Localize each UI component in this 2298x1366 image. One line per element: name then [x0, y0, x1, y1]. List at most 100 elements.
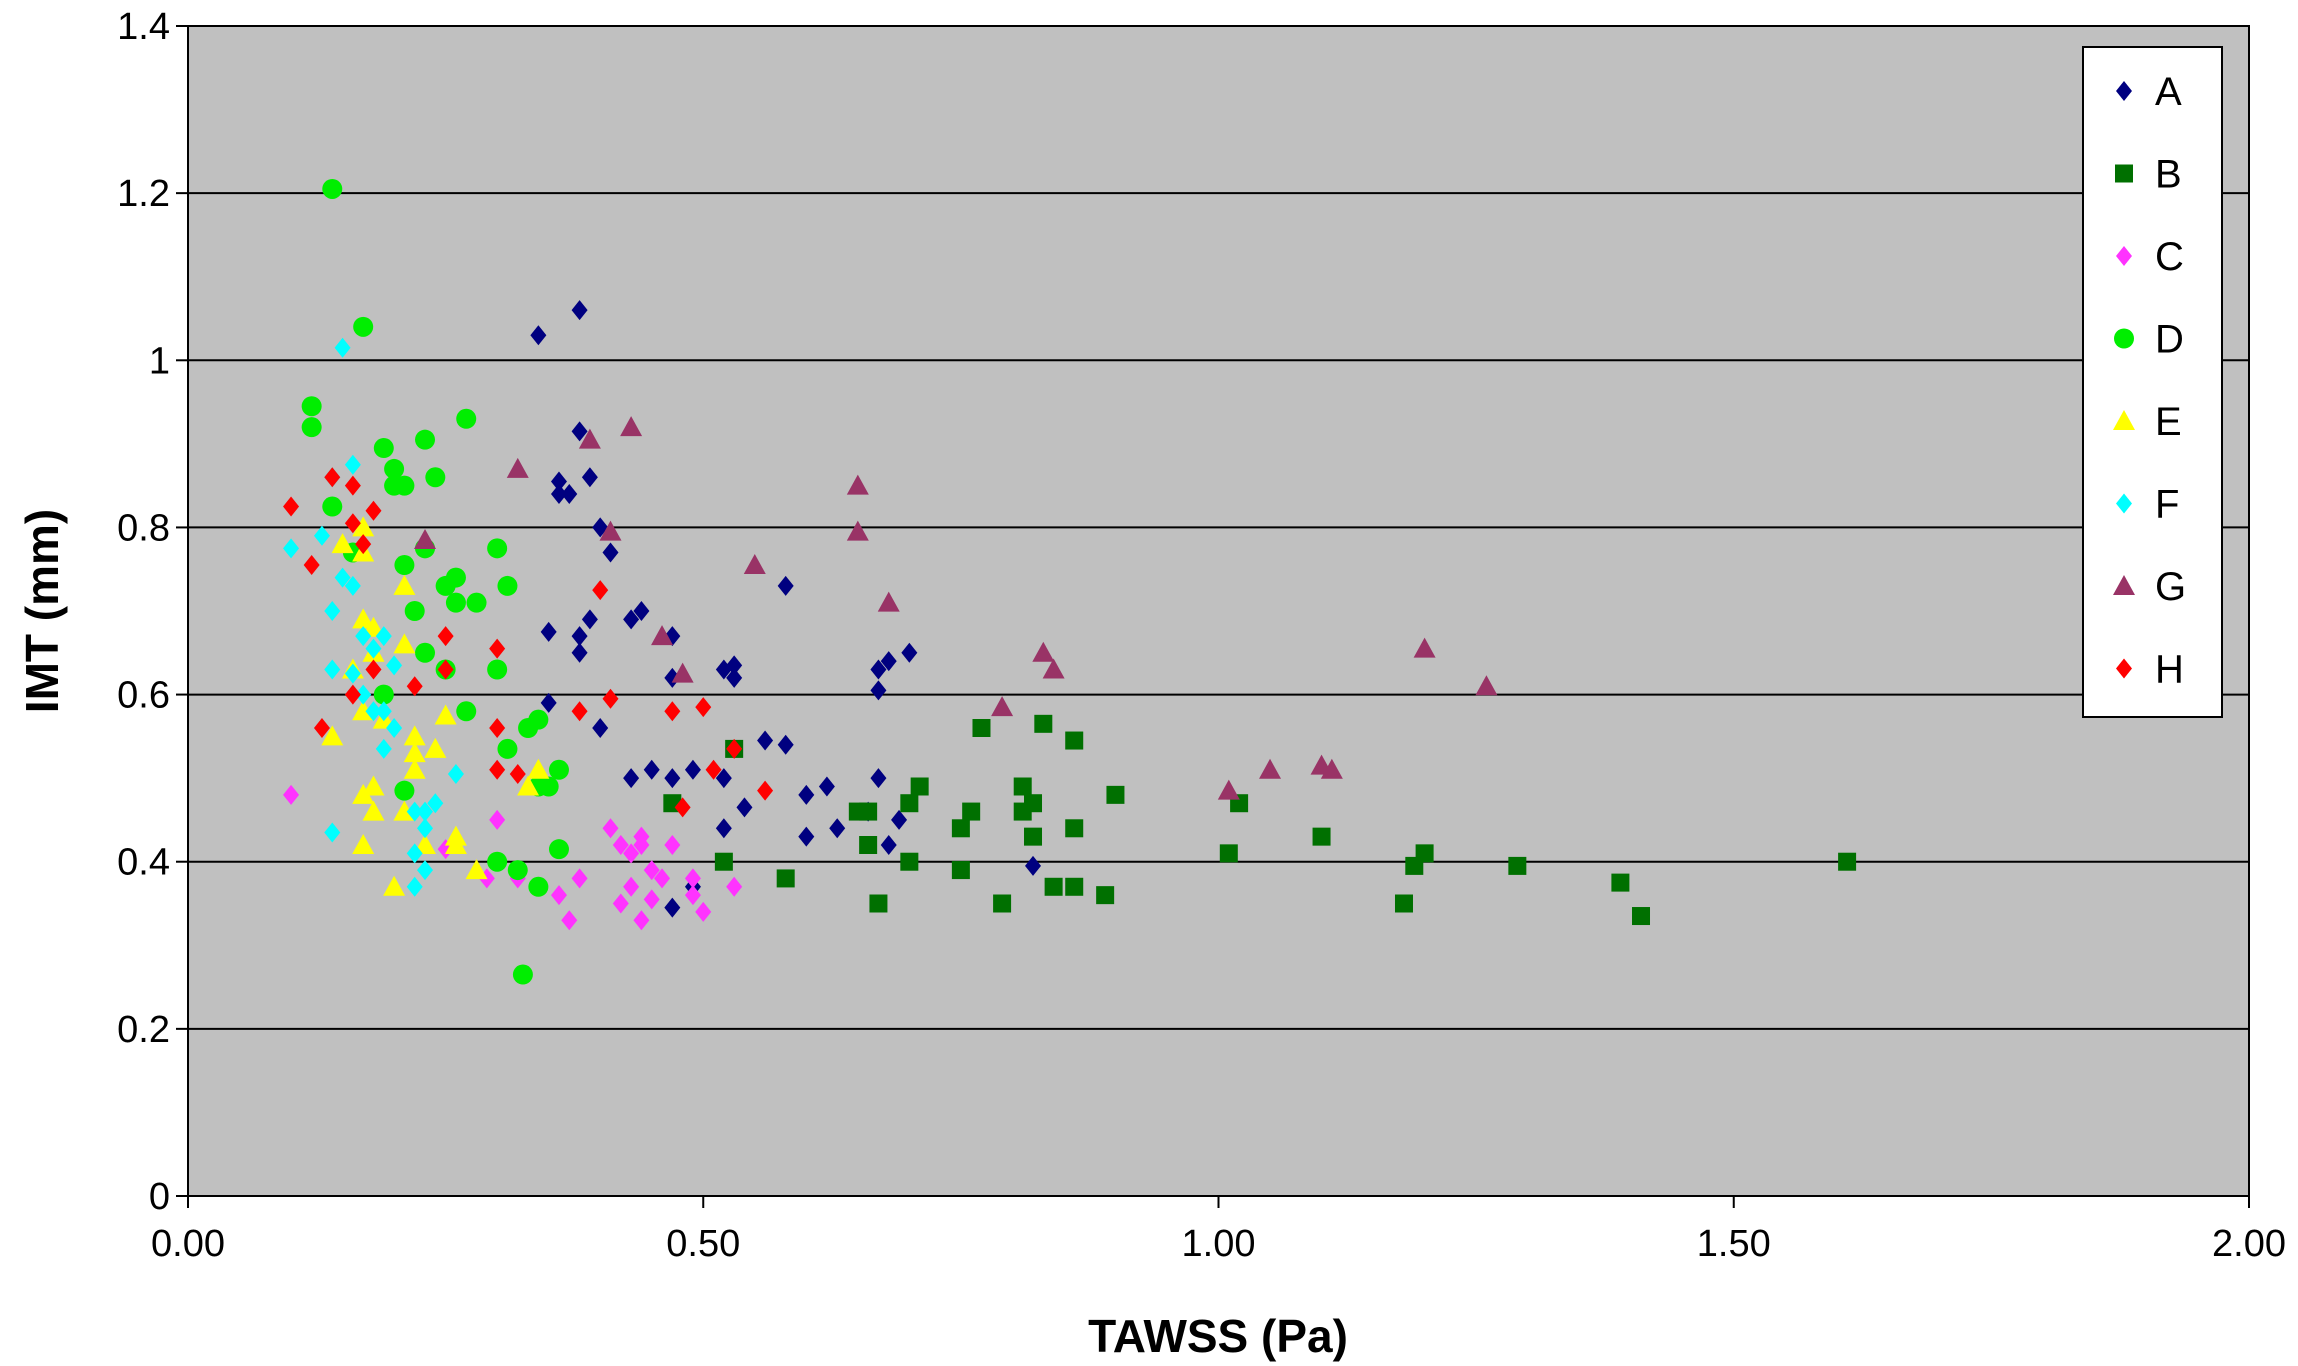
data-point: [466, 592, 487, 613]
data-point: [743, 554, 766, 575]
data-point: [528, 709, 549, 730]
data-point: [991, 696, 1014, 717]
y-tick-label: 1.2: [117, 173, 170, 215]
data-point: [877, 591, 900, 612]
data-point: [352, 700, 375, 721]
data-point: [365, 500, 382, 521]
data-point: [726, 655, 743, 676]
data-point: [1838, 852, 1857, 871]
x-tick-label: 0.50: [666, 1223, 740, 1265]
data-point: [962, 802, 981, 821]
legend-marker: [2116, 246, 2132, 266]
data-point: [859, 802, 878, 821]
data-point: [506, 457, 529, 478]
data-point: [322, 496, 343, 517]
data-point: [403, 725, 426, 746]
data-point: [324, 467, 341, 488]
data-point: [1044, 877, 1063, 896]
data-point: [592, 580, 609, 601]
legend-marker: [2115, 164, 2133, 183]
data-point: [829, 818, 846, 839]
data-point: [393, 574, 416, 595]
data-point: [846, 474, 869, 495]
data-point: [880, 835, 897, 855]
data-point: [1025, 855, 1042, 876]
data-point: [664, 768, 681, 789]
data-point: [951, 861, 970, 880]
data-point: [818, 776, 835, 797]
data-point: [581, 467, 598, 488]
legend-label: E: [2155, 400, 2182, 444]
data-point: [456, 701, 477, 722]
data-point: [901, 642, 918, 663]
data-point: [355, 534, 372, 555]
data-point: [602, 542, 619, 563]
data-point: [489, 759, 506, 780]
data-point: [373, 684, 394, 705]
data-point: [846, 520, 869, 541]
y-tick-label: 0.2: [117, 1009, 170, 1051]
data-point: [633, 910, 650, 931]
legend-label: B: [2155, 153, 2182, 197]
data-point: [714, 852, 733, 871]
data-point: [403, 758, 426, 779]
data-point: [777, 575, 794, 596]
data-point: [517, 775, 540, 796]
y-tick-label: 0.8: [117, 507, 170, 549]
data-point: [664, 897, 681, 918]
data-point: [414, 834, 437, 854]
data-point: [528, 876, 549, 897]
data-point: [334, 567, 351, 588]
data-point: [437, 659, 454, 680]
data-point: [571, 642, 588, 663]
data-point: [406, 801, 423, 822]
data-point: [880, 651, 897, 672]
data-point: [512, 964, 533, 985]
data-point: [414, 528, 437, 549]
data-point: [344, 684, 361, 705]
data-point: [695, 697, 712, 718]
data-point: [509, 763, 526, 784]
data-point: [674, 797, 691, 818]
data-point: [415, 429, 436, 450]
data-point: [406, 676, 423, 697]
data-point: [972, 719, 991, 737]
data-point: [375, 701, 392, 722]
data-point: [352, 783, 375, 804]
data-point: [1065, 877, 1084, 896]
data-point: [1394, 894, 1413, 913]
data-point: [633, 835, 650, 855]
data-point: [1106, 785, 1125, 804]
data-point: [1217, 779, 1240, 800]
data-point: [910, 777, 929, 796]
data-point: [1415, 844, 1434, 863]
data-point: [1065, 819, 1084, 838]
series-d: [301, 178, 569, 985]
data-point: [548, 759, 569, 780]
data-point: [362, 616, 385, 637]
data-point: [664, 835, 681, 855]
data-point: [303, 555, 320, 576]
data-point: [434, 704, 457, 725]
data-point: [447, 763, 464, 784]
data-point: [1042, 658, 1065, 679]
x-axis-title: TAWSS (Pa): [1088, 1310, 1348, 1362]
data-point: [1032, 641, 1055, 662]
series-b: [663, 714, 1857, 926]
data-point: [344, 475, 361, 496]
data-point: [353, 316, 374, 337]
data-point: [283, 496, 300, 517]
y-tick-label: 1: [149, 340, 170, 382]
data-point: [870, 680, 887, 701]
data-point: [456, 408, 477, 429]
x-tick-label: 1.50: [1697, 1223, 1771, 1265]
legend-label: H: [2155, 648, 2184, 692]
data-point: [870, 659, 887, 680]
data-point: [415, 642, 436, 663]
data-point: [386, 718, 403, 738]
data-point: [394, 780, 415, 801]
series-f: [283, 337, 464, 897]
data-point: [684, 868, 701, 889]
data-point: [620, 416, 643, 437]
